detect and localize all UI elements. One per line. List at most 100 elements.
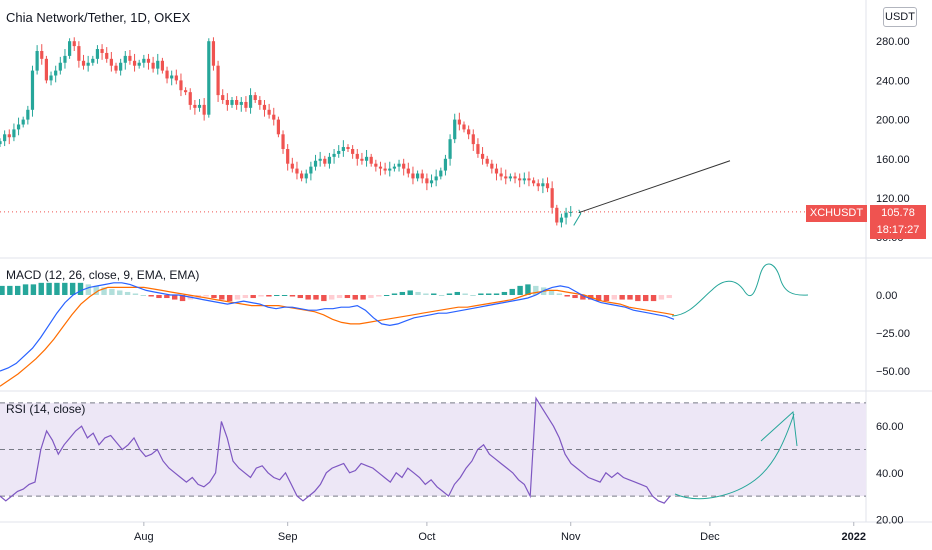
candle-body [100, 49, 104, 53]
candle-body [225, 100, 229, 105]
macd-histogram-bar [15, 285, 21, 295]
macd-histogram-bar [360, 295, 366, 300]
macd-histogram-bar [7, 285, 13, 295]
macd-histogram-bar [219, 295, 225, 300]
candle-body [68, 41, 72, 56]
macd-histogram-bar [266, 295, 272, 297]
candle-body [364, 156, 369, 161]
candle-body [114, 65, 118, 71]
candle-body [323, 158, 327, 164]
macd-histogram-bar [101, 287, 107, 295]
candle-body [142, 58, 146, 63]
macd-histogram-bar [179, 295, 186, 302]
candle-body [462, 124, 466, 130]
macd-histogram-bar [446, 293, 453, 295]
macd-histogram-bar [595, 295, 602, 302]
candle-body [221, 95, 225, 100]
candle-body [193, 104, 197, 108]
candle-body [416, 173, 420, 179]
macd-histogram-bar [54, 282, 60, 295]
macd-histogram-bar [148, 295, 154, 297]
candle-body [244, 101, 248, 108]
macd-histogram-bar [77, 282, 84, 295]
candle-body [276, 119, 280, 135]
candle-body [207, 41, 211, 115]
macd-histogram-bar [297, 295, 303, 299]
candle-body [40, 51, 44, 59]
macd-histogram-bar [344, 295, 351, 299]
candle-body [86, 62, 90, 66]
symbol-tag: XCHUSDT [806, 205, 867, 222]
macd-histogram-bar [603, 295, 610, 302]
candle-body [63, 55, 67, 63]
macd-histogram-bar [658, 295, 665, 300]
candle-body [402, 163, 406, 169]
macd-histogram-bar [548, 290, 555, 295]
candle-body [490, 163, 494, 169]
candle-body [235, 100, 239, 105]
macd-histogram-bar [525, 284, 531, 295]
macd-histogram-bar [666, 295, 672, 299]
candle-body [443, 158, 448, 171]
candle-body [457, 119, 461, 125]
candle-body [179, 80, 183, 91]
candle-body [239, 101, 243, 105]
candle-body [286, 149, 290, 164]
candle-body [397, 163, 401, 167]
macd-histogram-bar [140, 295, 146, 296]
macd-histogram-bar [501, 291, 508, 295]
currency-button[interactable]: USDT [883, 7, 917, 27]
macd-histogram-bar [643, 295, 649, 302]
rsi-line [0, 396, 671, 504]
macd-histogram-bar [635, 295, 641, 302]
candle-body [508, 176, 512, 179]
candle-body [392, 166, 396, 169]
macd-histogram-bar [274, 295, 280, 296]
candle-body [564, 212, 568, 218]
macd-line [0, 282, 675, 372]
macd-histogram-bar [533, 285, 539, 295]
rsi-axis-label: 40.00 [876, 468, 904, 480]
candle-body [202, 104, 206, 115]
macd-histogram-bar [572, 295, 578, 299]
macd-histogram-bar [156, 295, 162, 299]
candle-body [211, 41, 216, 66]
macd-histogram-bar [117, 290, 123, 295]
macd-histogram-bar [462, 293, 468, 295]
macd-signal-line [0, 286, 675, 387]
macd-histogram-bar [242, 295, 249, 299]
candle-body [30, 70, 35, 110]
candle-countdown: 18:17:27 [876, 224, 920, 236]
time-axis-label: Nov [561, 531, 581, 543]
candle-body [248, 95, 253, 108]
macd-histogram-bar [509, 288, 515, 295]
candle-body [16, 124, 21, 130]
drawn-check-mark [573, 209, 582, 226]
price-axis-label: 200.00 [876, 115, 910, 127]
macd-histogram-bar [650, 295, 657, 302]
macd-histogram-bar [22, 284, 29, 295]
candle-body [545, 183, 550, 189]
candle-body [504, 176, 508, 179]
candle-body [0, 141, 2, 145]
macd-histogram-bar [383, 295, 390, 296]
candle-body [309, 166, 313, 174]
candle-body [146, 58, 151, 63]
macd-histogram-bar [226, 295, 233, 302]
macd-histogram-bar [172, 295, 178, 300]
macd-histogram-bar [611, 295, 617, 300]
macd-histogram-bar [289, 295, 296, 297]
macd-histogram-bar [164, 295, 170, 299]
candle-body [346, 147, 350, 149]
time-axis-label: Aug [134, 531, 154, 543]
drawn-trend-line [578, 160, 731, 214]
candle-body [476, 144, 480, 154]
candle-body [109, 58, 113, 66]
candle-body [58, 62, 62, 71]
macd-histogram-bar [85, 284, 92, 295]
candle-body [411, 173, 415, 179]
candle-body [81, 60, 86, 66]
time-axis-label: Oct [418, 531, 435, 543]
macd-axis-label: 0.00 [876, 290, 897, 302]
